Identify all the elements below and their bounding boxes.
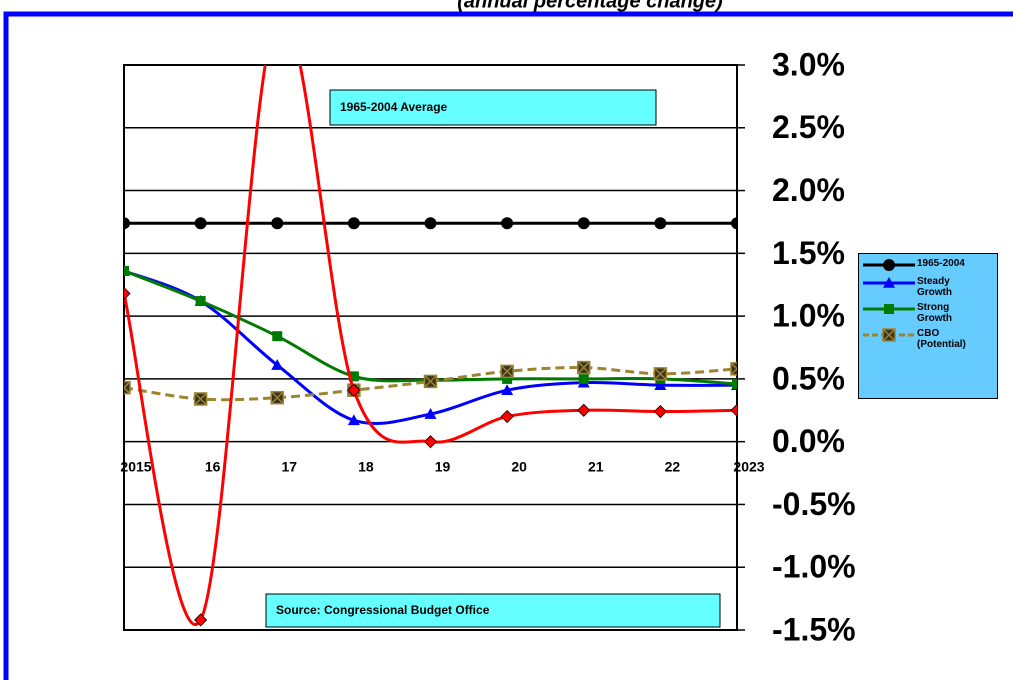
series xyxy=(124,264,737,426)
legend-item: Strong Growth xyxy=(861,302,995,324)
marker xyxy=(272,331,283,342)
marker xyxy=(194,217,207,230)
marker xyxy=(578,373,589,384)
x-tick-label: 16 xyxy=(205,459,221,475)
marker xyxy=(347,217,360,230)
marker xyxy=(883,259,895,271)
marker-cross xyxy=(423,374,438,388)
y-tick-label: -1.5% xyxy=(772,611,856,647)
marker-cross xyxy=(500,364,514,378)
marker xyxy=(731,217,737,230)
marker xyxy=(271,217,284,230)
line xyxy=(124,269,737,425)
legend-swatch xyxy=(863,328,915,342)
series xyxy=(124,65,737,627)
x-tick-label: 2015 xyxy=(120,459,151,475)
legend-label: Strong Growth xyxy=(917,302,952,324)
marker xyxy=(654,379,667,390)
legend-item: Steady Growth xyxy=(861,276,995,298)
marker xyxy=(502,373,513,384)
chart-subtitle: (annual percentage change) xyxy=(457,0,723,12)
marker xyxy=(732,378,737,389)
legend-swatch xyxy=(863,259,915,271)
y-tick-label: 1.0% xyxy=(772,298,845,334)
marker xyxy=(654,217,667,230)
x-tick-label: 22 xyxy=(665,459,681,475)
marker xyxy=(124,286,131,301)
x-tick-label: 20 xyxy=(511,459,527,475)
marker xyxy=(124,217,130,230)
x-tick-label: 17 xyxy=(281,459,297,475)
annotation: Source: Congressional Budget Office xyxy=(276,603,490,617)
legend-swatch xyxy=(863,304,915,314)
marker xyxy=(424,217,437,230)
legend: 1965-2004 Steady Growth Strong Growth CBO (… xyxy=(858,253,998,399)
marker-cross xyxy=(194,392,208,406)
marker xyxy=(124,380,131,395)
y-tick-label: 2.0% xyxy=(772,172,845,208)
marker xyxy=(271,359,284,370)
y-tick-label: 1.5% xyxy=(772,235,845,271)
marker xyxy=(501,217,514,230)
marker xyxy=(194,613,208,627)
marker-cross xyxy=(577,361,591,375)
marker xyxy=(423,435,438,449)
x-tick-label: 21 xyxy=(588,459,604,475)
marker xyxy=(577,403,591,417)
series xyxy=(124,360,737,406)
marker xyxy=(347,414,360,426)
marker-cross xyxy=(653,367,667,381)
legend-swatch xyxy=(863,277,915,288)
x-tick-label: 2023 xyxy=(733,459,764,475)
marker xyxy=(577,217,590,230)
marker xyxy=(884,304,894,314)
annotation-box xyxy=(265,593,721,628)
legend-label: 1965-2004 xyxy=(917,258,965,269)
y-tick-label: 0.5% xyxy=(772,360,845,396)
marker xyxy=(124,265,129,276)
frame xyxy=(3,11,1013,680)
marker-cross xyxy=(882,328,896,342)
marker xyxy=(501,384,514,395)
marker xyxy=(195,296,206,307)
marker xyxy=(883,277,895,288)
legend-item: CBO (Potential) xyxy=(861,328,995,350)
marker xyxy=(348,371,359,382)
marker xyxy=(424,408,437,419)
marker-cross xyxy=(270,391,284,405)
legend-label: Steady Growth xyxy=(917,276,952,298)
y-tick-label: 3.0% xyxy=(772,46,845,82)
y-tick-label: -0.5% xyxy=(772,486,856,522)
annotation-box xyxy=(329,89,657,126)
x-tick-label: 19 xyxy=(435,459,451,475)
marker-cross xyxy=(730,362,737,376)
marker xyxy=(347,383,361,397)
series xyxy=(124,217,737,230)
marker-cross xyxy=(124,381,131,395)
marker xyxy=(730,403,737,417)
marker xyxy=(653,404,667,419)
marker xyxy=(730,362,737,376)
y-tick-label: 0.0% xyxy=(772,423,845,459)
legend-item: 1965-2004 xyxy=(861,258,995,272)
y-tick-label: 2.5% xyxy=(772,109,845,145)
line xyxy=(124,269,737,386)
y-tick-label: -1.0% xyxy=(772,549,856,585)
marker xyxy=(500,409,514,424)
legend-label: CBO (Potential) xyxy=(917,328,966,350)
x-tick-label: 18 xyxy=(358,459,374,475)
annotation: 1965-2004 Average xyxy=(340,100,448,114)
series xyxy=(124,265,737,389)
